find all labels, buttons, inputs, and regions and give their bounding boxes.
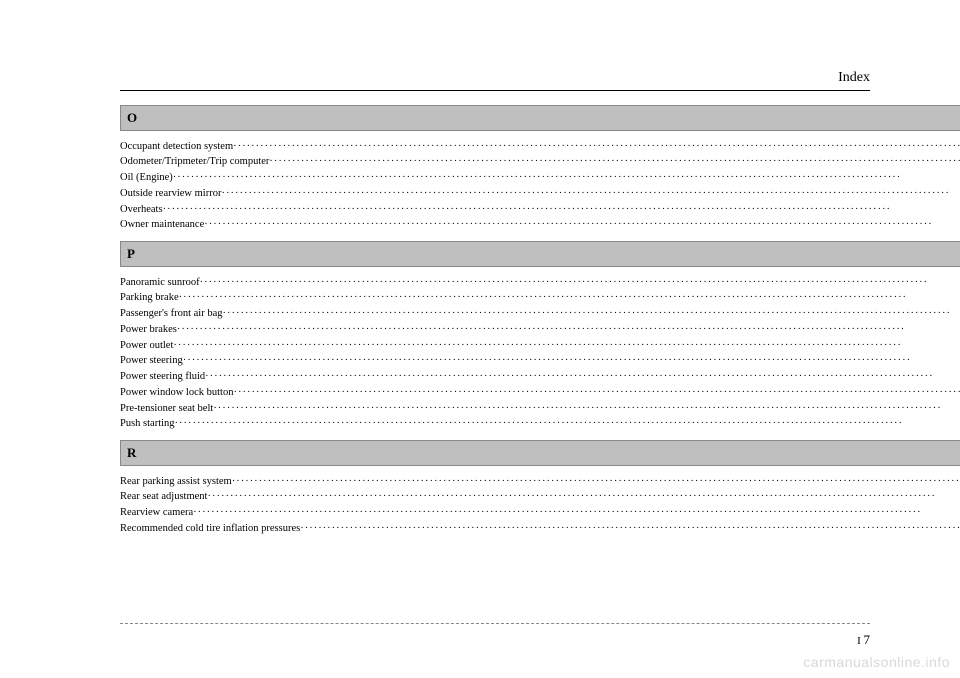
index-entry: Passenger's front air bag 3-53 — [120, 306, 960, 322]
index-entry: Rear seat adjustment 3-12 — [120, 489, 960, 505]
entry-label: Push starting — [120, 416, 175, 432]
index-entry: Outside rearview mirror 4-45 — [120, 186, 960, 202]
entry-label: Outside rearview mirror — [120, 186, 221, 202]
dot-leader — [200, 275, 960, 291]
entry-label: Panoramic sunroof — [120, 275, 200, 291]
dot-leader — [204, 217, 960, 233]
entry-label: Power outlet — [120, 338, 173, 354]
dot-leader — [221, 186, 960, 202]
index-entry: Overheats 6-6 — [120, 202, 960, 218]
dot-leader — [269, 154, 960, 170]
entry-label: Rear parking assist system — [120, 474, 232, 490]
index-entry: Odometer/Tripmeter/Trip computer 4-51 — [120, 154, 960, 170]
page-number: I 7 — [857, 632, 870, 648]
dot-leader — [213, 401, 960, 417]
index-entry: Occupant detection system 3-47 — [120, 139, 960, 155]
page-content: Index OOccupant detection system 3-47Odo… — [120, 70, 870, 618]
index-entry: Owner maintenance 7-6 — [120, 217, 960, 233]
dot-leader — [177, 322, 960, 338]
page-title: Index — [120, 70, 870, 91]
index-entry: Pre-tensioner seat belt 3-26 — [120, 401, 960, 417]
entry-label: Rearview camera — [120, 505, 193, 521]
index-entry: Push starting 6-5 — [120, 416, 960, 432]
entry-label: Power steering fluid — [120, 369, 205, 385]
section-letter-header: O — [120, 105, 960, 131]
index-entry: Power brakes 5-27 — [120, 322, 960, 338]
dot-leader — [163, 202, 960, 218]
left-column: O Occupant detection system 3-47Odometer/… — [120, 105, 960, 540]
index-entry: Power steering 4-36 — [120, 353, 960, 369]
page-number-value: 7 — [864, 632, 871, 647]
index-entry: Oil (Engine) 7-18 — [120, 170, 960, 186]
index-entry: Recommended cold tire inflation pressure… — [120, 521, 960, 537]
dot-leader — [173, 338, 960, 354]
index-entry: Power window lock button 4-24 — [120, 385, 960, 401]
dot-leader — [205, 369, 960, 385]
entry-label: Odometer/Tripmeter/Trip computer — [120, 154, 269, 170]
entry-label: Recommended cold tire inflation pressure… — [120, 521, 300, 537]
columns: OOccupant detection system 3-47Odometer/… — [120, 105, 870, 540]
entry-label: Pre-tensioner seat belt — [120, 401, 213, 417]
dot-leader — [175, 416, 960, 432]
entry-label: Overheats — [120, 202, 163, 218]
entry-label: Power window lock button — [120, 385, 233, 401]
entry-label: Power brakes — [120, 322, 177, 338]
dot-leader — [232, 474, 960, 490]
index-entry: Rear parking assist system 4-63 — [120, 474, 960, 490]
footer-divider — [120, 623, 870, 624]
entry-label: Power steering — [120, 353, 183, 369]
section-letter: I — [857, 635, 861, 647]
dot-leader — [207, 489, 960, 505]
entry-label: Oil (Engine) — [120, 170, 173, 186]
entry-label: Parking brake — [120, 290, 179, 306]
section-letter-header: P — [120, 241, 960, 267]
entry-label: Passenger's front air bag — [120, 306, 223, 322]
watermark: carmanualsonline.info — [803, 654, 950, 670]
index-entry: Parking brake 5-28, 7-24 — [120, 290, 960, 306]
dot-leader — [233, 385, 960, 401]
dot-leader — [233, 139, 960, 155]
section-letter-header: R — [120, 440, 960, 466]
index-entry: Power steering fluid 7-23 — [120, 369, 960, 385]
dot-leader — [173, 170, 960, 186]
entry-label: Occupant detection system — [120, 139, 233, 155]
dot-leader — [183, 353, 960, 369]
index-entry: Power outlet 4-101 — [120, 338, 960, 354]
dot-leader — [300, 521, 960, 537]
dot-leader — [223, 306, 960, 322]
dot-leader — [193, 505, 960, 521]
dot-leader — [179, 290, 960, 306]
index-entry: Panoramic sunroof 4-30 — [120, 275, 960, 291]
index-entry: Rearview camera 4-66 — [120, 505, 960, 521]
entry-label: Owner maintenance — [120, 217, 204, 233]
entry-label: Rear seat adjustment — [120, 489, 207, 505]
